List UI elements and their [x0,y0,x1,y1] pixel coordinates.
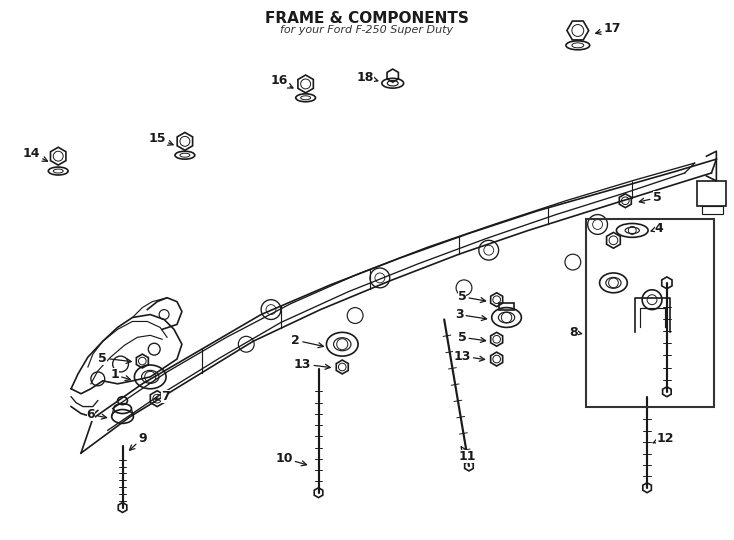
Text: 5: 5 [98,352,131,365]
Text: 14: 14 [23,147,48,161]
Text: 7: 7 [154,390,170,403]
Text: 5: 5 [639,191,661,204]
Text: 3: 3 [455,308,487,321]
Text: 4: 4 [651,222,664,235]
Text: 6: 6 [87,408,106,421]
Text: 12: 12 [653,432,674,445]
Bar [702,206,723,214]
Text: 10: 10 [275,451,307,466]
Text: 5: 5 [457,331,486,344]
Bar [498,302,515,309]
Text: 2: 2 [291,334,324,348]
Text: 17: 17 [596,22,621,35]
Text: FRAME & COMPONENTS: FRAME & COMPONENTS [265,11,469,26]
Text: 8: 8 [570,326,581,339]
Text: 9: 9 [129,432,147,450]
Text: 5: 5 [457,290,486,303]
Text: for your Ford F-250 Super Duty: for your Ford F-250 Super Duty [280,24,454,35]
Text: 18: 18 [356,71,378,84]
Bar [586,219,714,407]
Text: 15: 15 [148,132,173,145]
Bar [697,181,726,206]
Text: 13: 13 [294,357,330,370]
Text: 1: 1 [110,368,131,381]
Text: 13: 13 [454,349,484,362]
Text: 11: 11 [458,447,476,463]
Text: 16: 16 [270,75,293,88]
